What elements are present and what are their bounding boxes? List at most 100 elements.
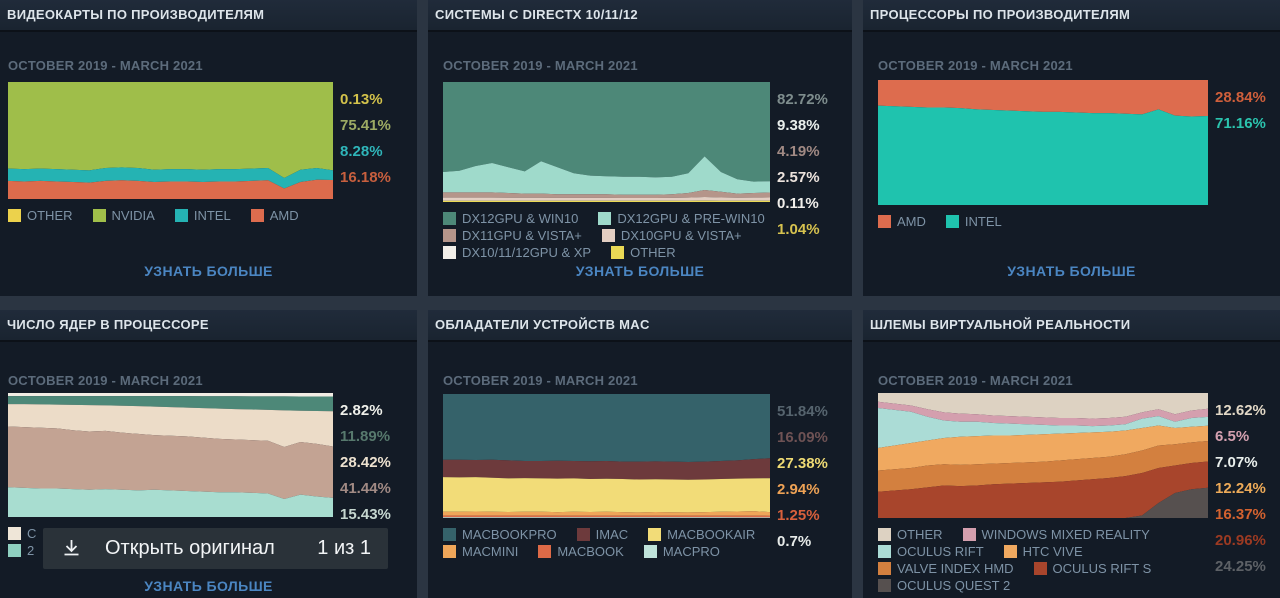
legend-item: VALVE INDEX HMD	[878, 560, 1014, 577]
legend-item: OTHER	[878, 526, 943, 543]
legend-item: WINDOWS MIXED REALITY	[962, 526, 1150, 543]
legend-swatch-icon	[92, 209, 106, 222]
stacked-area-chart	[443, 82, 770, 202]
legend-swatch-icon	[443, 545, 456, 558]
stat-value: 71.16%	[1215, 115, 1266, 132]
legend-row: DX10/11/12GPU & XP OTHER	[443, 244, 848, 261]
chart-panel: СИСТЕМЫ С DIRECTX 10/11/12 OCTOBER 2019 …	[428, 0, 852, 296]
legend-label: OTHER	[27, 208, 73, 223]
legend-swatch-icon	[601, 229, 615, 242]
stat-value: 24.25%	[1215, 558, 1266, 575]
area-series	[878, 408, 1208, 448]
legend-label: HTC VIVE	[1022, 544, 1083, 559]
learn-more-link[interactable]: УЗНАТЬ БОЛЬШЕ	[144, 263, 273, 279]
area-series	[8, 393, 333, 397]
stat-value: 8.28%	[340, 143, 383, 160]
date-range-label: OCTOBER 2019 - MARCH 2021	[8, 58, 203, 73]
legend-label: MACPRO	[662, 544, 720, 559]
learn-more-link[interactable]: УЗНАТЬ БОЛЬШЕ	[575, 263, 705, 279]
area-series	[8, 487, 333, 517]
stat-value: 0.13%	[340, 91, 383, 108]
stat-value: 0.11%	[777, 195, 819, 212]
stat-values: 0.13% 75.41% 8.28% 16.18%	[340, 87, 391, 191]
legend-swatch-icon	[878, 579, 891, 592]
stat-value: 15.43%	[340, 506, 391, 523]
chart-panel: ОБЛАДАТЕЛИ УСТРОЙСТВ MAC OCTOBER 2019 - …	[428, 310, 852, 598]
stat-value: 1.25%	[777, 507, 820, 524]
legend-item: OCULUS RIFT	[878, 543, 984, 560]
stat-value: 75.41%	[340, 117, 391, 134]
stacked-area-chart	[8, 82, 333, 199]
legend-label: INTEL	[964, 214, 1002, 229]
legend-swatch-icon	[648, 528, 662, 541]
area-series	[443, 196, 770, 201]
legend-row: VALVE INDEX HMD OCULUS RIFT S	[878, 560, 1276, 577]
stat-value: 82.72%	[777, 91, 828, 108]
area-series	[8, 167, 333, 189]
legend-label: MACBOOK	[557, 544, 624, 559]
stat-value: 11.89%	[340, 428, 391, 445]
legend-swatch-icon	[8, 209, 21, 222]
panel-header: ПРОЦЕССОРЫ ПО ПРОИЗВОДИТЕЛЯМ	[863, 0, 1280, 32]
learn-more-link[interactable]: УЗНАТЬ БОЛЬШЕ	[144, 578, 273, 594]
legend-swatch-icon	[443, 229, 456, 242]
area-series	[8, 82, 333, 178]
panel-title: ВИДЕОКАРТЫ ПО ПРОИЗВОДИТЕЛЯМ	[7, 7, 265, 22]
legend-swatch-icon	[878, 528, 891, 541]
stat-values: 82.72% 9.38% 4.19% 2.57% 0.11% 1.04%	[777, 87, 828, 243]
legend-label: DX12GPU & WIN10	[462, 211, 579, 226]
legend-swatch-icon	[1003, 545, 1017, 558]
area-series	[443, 82, 770, 182]
legend-label: AMD	[897, 214, 926, 229]
legend-swatch-icon	[8, 527, 21, 540]
legend-label: VALVE INDEX HMD	[897, 561, 1014, 576]
legend-swatch-icon	[443, 212, 456, 225]
legend-item: MACBOOKAIR	[648, 526, 755, 543]
legend-item: INTEL	[945, 213, 1002, 230]
stat-value: 0.7%	[777, 533, 812, 550]
legend-label: DX12GPU & PRE-WIN10	[617, 211, 765, 226]
legend-item: DX12GPU & WIN10	[443, 210, 578, 227]
area-series	[878, 393, 1208, 419]
date-range-label: OCTOBER 2019 - MARCH 2021	[443, 58, 638, 73]
legend-swatch-icon	[576, 528, 590, 541]
legend-label: MACMINI	[462, 544, 519, 559]
panel-title: ЧИСЛО ЯДЕР В ПРОЦЕССОРЕ	[7, 317, 209, 332]
learn-more-link[interactable]: УЗНАТЬ БОЛЬШЕ	[1007, 263, 1136, 279]
area-series	[443, 458, 770, 480]
panel-title: СИСТЕМЫ С DIRECTX 10/11/12	[435, 7, 638, 22]
chart-legend: DX12GPU & WIN10 DX12GPU & PRE-WIN10 DX11GP…	[443, 210, 848, 261]
legend-row: MACMINI MACBOOK MACPRO	[443, 543, 848, 560]
legend-swatch-icon	[598, 212, 612, 225]
chart-legend: OTHER WINDOWS MIXED REALITY OCULUS RIFT HTC…	[878, 526, 1276, 594]
panel-title: ПРОЦЕССОРЫ ПО ПРОИЗВОДИТЕЛЯМ	[870, 7, 1131, 22]
stat-values: 51.84% 16.09% 27.38% 2.94% 1.25% 0.7%	[777, 399, 828, 555]
area-series	[443, 515, 770, 518]
legend-row: DX12GPU & WIN10 DX12GPU & PRE-WIN10	[443, 210, 848, 227]
stat-value: 16.37%	[1215, 506, 1266, 523]
legend-swatch-icon	[8, 544, 21, 557]
legend-label: AMD	[269, 208, 299, 223]
legend-row: OCULUS RIFT HTC VIVE	[878, 543, 1276, 560]
legend-label: C	[27, 526, 37, 541]
area-series	[443, 517, 770, 518]
legend-swatch-icon	[250, 209, 264, 222]
legend-label: OTHER	[630, 245, 676, 260]
stat-value: 16.18%	[340, 169, 391, 186]
legend-label: NVIDIA	[111, 208, 155, 223]
stat-value: 41.44%	[340, 480, 391, 497]
panel-header: ЧИСЛО ЯДЕР В ПРОЦЕССОРЕ	[0, 310, 417, 342]
area-series	[878, 461, 1208, 518]
legend-item: AMD	[250, 207, 299, 224]
legend-item: DX10/11/12GPU & XP	[443, 244, 591, 261]
legend-label: IMAC	[595, 527, 629, 542]
panel-title: ШЛЕМЫ ВИРТУАЛЬНОЙ РЕАЛЬНОСТИ	[870, 317, 1131, 332]
legend-item: INTEL	[174, 207, 231, 224]
stat-values: 12.62% 6.5% 7.07% 12.24% 16.37% 20.96% 24.25%	[1215, 398, 1266, 580]
download-icon[interactable]	[60, 537, 83, 560]
legend-swatch-icon	[643, 545, 657, 558]
legend-label: OCULUS RIFT	[897, 544, 984, 559]
open-original-button[interactable]: Открыть оригинал	[105, 537, 275, 559]
legend-label: DX10GPU & VISTA+	[620, 228, 742, 243]
legend-row: OCULUS QUEST 2	[878, 577, 1276, 594]
